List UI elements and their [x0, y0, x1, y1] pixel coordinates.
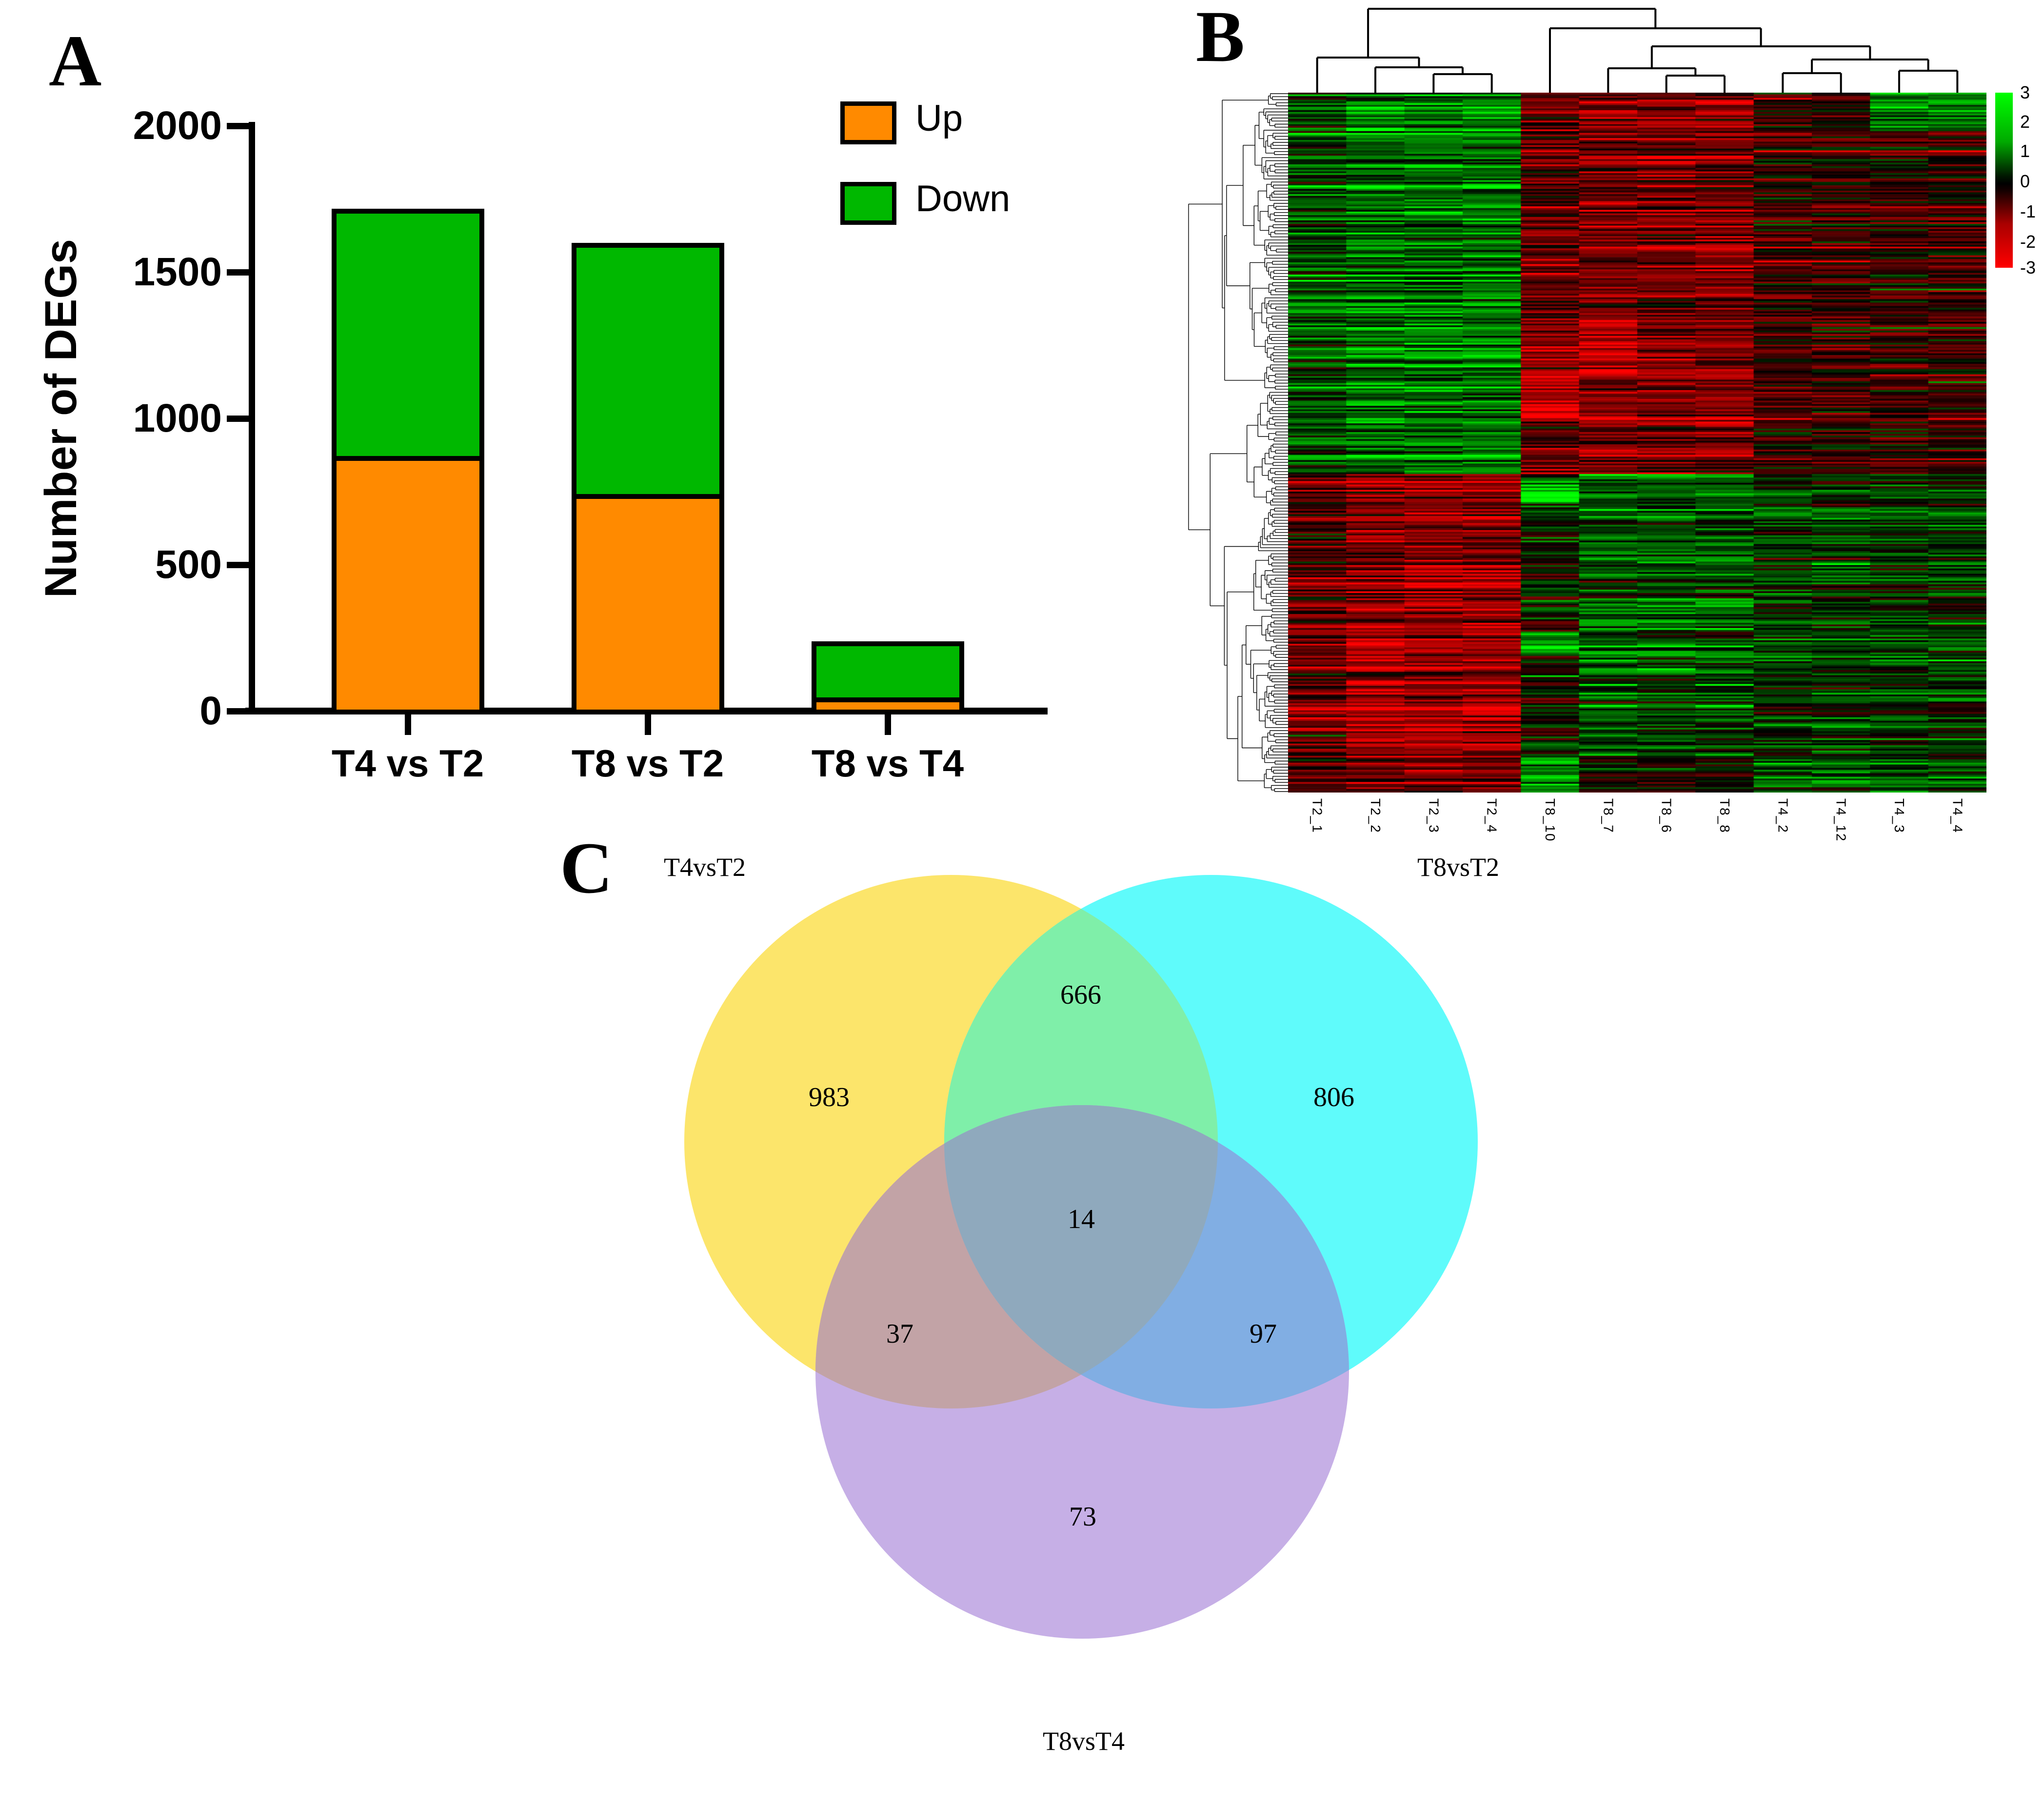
y-tick-label: 2000 — [133, 103, 222, 148]
bar-segment-up — [576, 494, 719, 710]
x-tick-label: T4 vs T2 — [331, 742, 484, 785]
venn-set-label: T8vsT4 — [1043, 1726, 1125, 1756]
heatmap-column-label: T4_12 — [1833, 798, 1849, 842]
y-tick-mark — [227, 123, 249, 129]
heatmap-column-label: T4_3 — [1892, 798, 1907, 833]
colorbar — [1995, 93, 2013, 268]
x-tick-mark — [405, 714, 411, 735]
y-axis-line — [249, 122, 255, 714]
venn-region-value: 37 — [886, 1319, 913, 1349]
x-tick-label: T8 vs T2 — [571, 742, 724, 785]
bar-segment-up — [336, 456, 479, 710]
x-tick-mark — [645, 714, 651, 735]
colorbar-tick-label: 2 — [2020, 112, 2030, 132]
bar-T4-vs-T2 — [331, 209, 484, 714]
venn-set-label: T8vsT2 — [1417, 852, 1499, 882]
venn-set-label: T4vsT2 — [664, 852, 746, 882]
y-tick-mark — [227, 416, 249, 422]
legend-label-down: Down — [915, 178, 1011, 219]
legend-label-up: Up — [915, 98, 963, 139]
colorbar-tick-label: 3 — [2020, 82, 2030, 102]
venn-region-value: 983 — [809, 1082, 850, 1112]
heatmap-column-label: T8_8 — [1717, 798, 1732, 833]
y-tick-label: 1500 — [133, 250, 222, 294]
legend-swatch-down — [840, 182, 896, 225]
heatmap-column-label: T2_3 — [1426, 798, 1442, 833]
colorbar-tick-label: -3 — [2020, 258, 2036, 278]
colorbar-tick-label: -2 — [2020, 232, 2036, 252]
y-tick-mark — [227, 562, 249, 568]
y-tick-label: 500 — [155, 542, 222, 587]
heatmap-column-label: T2_2 — [1368, 798, 1383, 833]
colorbar-tick-label: 0 — [2020, 171, 2030, 191]
y-tick-mark — [227, 269, 249, 276]
panel-b-label: B — [1196, 0, 1245, 77]
venn-region-value: 14 — [1068, 1204, 1095, 1234]
heatmap-column-label: T2_1 — [1310, 798, 1325, 833]
panel-a-label: A — [49, 20, 102, 101]
venn-region-value: 97 — [1250, 1319, 1277, 1349]
bar-segment-up — [816, 697, 959, 710]
colorbar-tick-label: -1 — [2020, 201, 2036, 221]
x-tick-mark — [885, 714, 891, 735]
heatmap-column-label: T4_4 — [1950, 798, 1965, 833]
y-tick-label: 0 — [199, 689, 222, 733]
heatmap-column-label: T4_2 — [1775, 798, 1791, 833]
row-dendrogram — [1188, 93, 1288, 792]
heatmap-canvas — [1288, 93, 1986, 793]
heatmap-column-label: T2_4 — [1484, 798, 1500, 833]
legend-swatch-up — [840, 101, 896, 144]
colorbar-tick-label: 1 — [2020, 141, 2030, 161]
bar-T8-vs-T4 — [811, 641, 964, 714]
venn-diagram — [684, 875, 1478, 1639]
venn-region-value: 666 — [1060, 980, 1101, 1010]
panel-c-label: C — [560, 828, 613, 909]
y-tick-label: 1000 — [133, 396, 222, 440]
heatmap-column-label: T8_10 — [1543, 798, 1558, 842]
heatmap-column-label: T8_6 — [1659, 798, 1674, 833]
venn-region-value: 73 — [1069, 1502, 1096, 1532]
y-tick-mark — [227, 708, 249, 714]
column-dendrogram — [1316, 8, 1959, 93]
heatmap-column-label: T8_7 — [1601, 798, 1616, 833]
venn-region-value: 806 — [1313, 1082, 1354, 1112]
x-tick-label: T8 vs T4 — [811, 742, 964, 785]
bar-T8-vs-T2 — [571, 243, 724, 714]
